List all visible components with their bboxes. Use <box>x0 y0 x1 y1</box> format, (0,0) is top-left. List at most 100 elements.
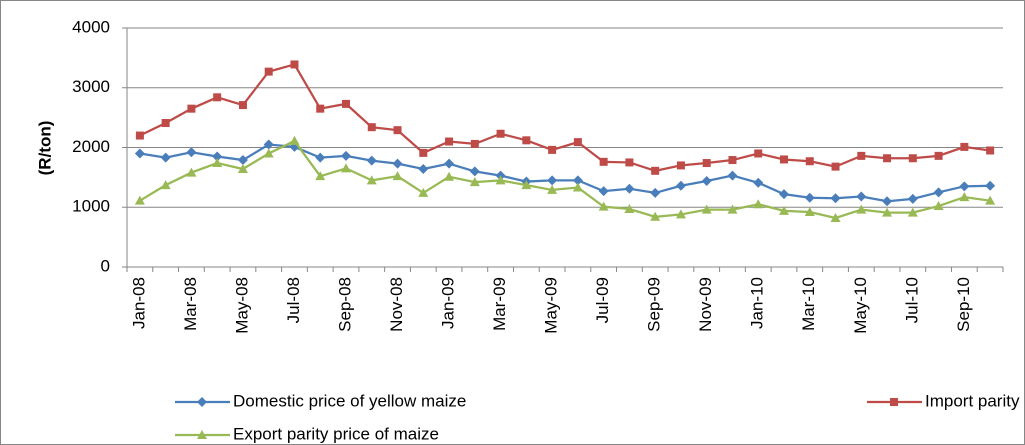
data-point <box>264 67 273 76</box>
data-point <box>186 167 197 177</box>
data-point <box>933 201 944 211</box>
data-point <box>780 155 788 164</box>
data-point <box>366 175 377 185</box>
data-point <box>237 155 248 166</box>
data-point <box>445 137 454 146</box>
data-point <box>366 155 377 166</box>
y-tick-label: 4000 <box>72 17 110 36</box>
data-point <box>754 149 763 158</box>
data-point <box>907 193 918 204</box>
series-line <box>139 63 991 172</box>
data-point <box>341 150 351 161</box>
data-point <box>237 164 248 174</box>
data-point <box>908 154 917 163</box>
data-point <box>548 145 557 154</box>
data-point <box>367 123 376 132</box>
data-point <box>959 181 970 192</box>
data-point <box>135 131 144 140</box>
x-tick-label: Jul-09 <box>593 277 612 323</box>
x-tick-label: Mar-08 <box>181 277 200 331</box>
data-point <box>701 175 712 186</box>
legend-marker <box>197 430 207 439</box>
data-point <box>985 195 996 205</box>
data-point <box>599 157 608 166</box>
data-point <box>857 151 866 160</box>
data-point <box>134 148 145 159</box>
legend-marker <box>197 397 207 407</box>
series-line <box>139 139 991 220</box>
data-point <box>934 151 943 160</box>
data-point <box>341 163 351 173</box>
data-point <box>883 154 892 163</box>
data-point <box>702 159 711 168</box>
x-tick-label: Sep-09 <box>645 277 664 332</box>
x-tick-label: Jul-10 <box>902 277 921 323</box>
data-point <box>419 148 428 157</box>
data-point <box>856 204 867 214</box>
data-point <box>598 201 609 211</box>
y-tick-label: 2000 <box>72 137 110 156</box>
data-point <box>675 180 686 191</box>
data-point <box>470 139 479 148</box>
data-point <box>985 180 996 191</box>
data-point <box>598 186 609 197</box>
x-tick-label: Mar-09 <box>490 277 509 331</box>
data-point <box>469 166 480 177</box>
data-point <box>495 175 506 185</box>
data-point <box>650 187 661 198</box>
data-point <box>624 183 635 194</box>
data-point <box>625 158 634 167</box>
data-point <box>418 164 429 175</box>
data-point <box>263 148 274 158</box>
data-point <box>650 211 661 221</box>
data-point <box>186 147 197 158</box>
data-point <box>830 213 841 223</box>
legend-label: Export parity price of maize <box>233 424 439 443</box>
data-point <box>624 204 635 214</box>
data-point <box>187 104 196 113</box>
data-point <box>315 171 326 181</box>
data-point <box>727 170 738 181</box>
x-tick-label: Nov-08 <box>387 277 406 332</box>
legend-label: Import parity price of maize <box>925 391 1025 410</box>
data-point <box>161 119 170 128</box>
data-point <box>572 175 583 186</box>
data-point <box>315 152 326 163</box>
data-point <box>856 191 867 202</box>
data-point <box>882 207 893 217</box>
data-point <box>316 104 325 113</box>
data-point <box>160 180 171 190</box>
x-tick-label: Nov-09 <box>696 277 715 332</box>
x-tick-label: Mar-10 <box>799 277 818 331</box>
data-point <box>651 166 660 175</box>
data-point <box>959 192 970 202</box>
data-point <box>727 204 738 214</box>
data-point <box>804 192 815 203</box>
data-point <box>933 187 944 198</box>
data-point <box>522 136 531 145</box>
data-point <box>547 184 558 194</box>
data-point <box>547 175 558 186</box>
data-point <box>572 182 583 192</box>
data-point <box>444 158 455 169</box>
data-point <box>779 205 789 215</box>
data-point <box>496 129 505 138</box>
legend-label: Domestic price of yellow maize <box>233 391 466 410</box>
data-point <box>804 207 815 217</box>
x-tick-label: Jul-08 <box>284 277 303 323</box>
data-point <box>831 162 840 171</box>
data-point <box>290 60 299 69</box>
x-tick-label: Sep-08 <box>335 277 354 332</box>
data-point <box>701 204 712 214</box>
data-point <box>521 180 532 190</box>
data-point <box>263 139 274 150</box>
y-tick-label: 1000 <box>72 197 110 216</box>
data-point <box>753 199 764 209</box>
y-tick-label: 0 <box>101 256 110 275</box>
data-point <box>830 193 841 204</box>
data-point <box>986 146 995 155</box>
data-point <box>779 189 789 200</box>
data-point <box>393 126 402 135</box>
